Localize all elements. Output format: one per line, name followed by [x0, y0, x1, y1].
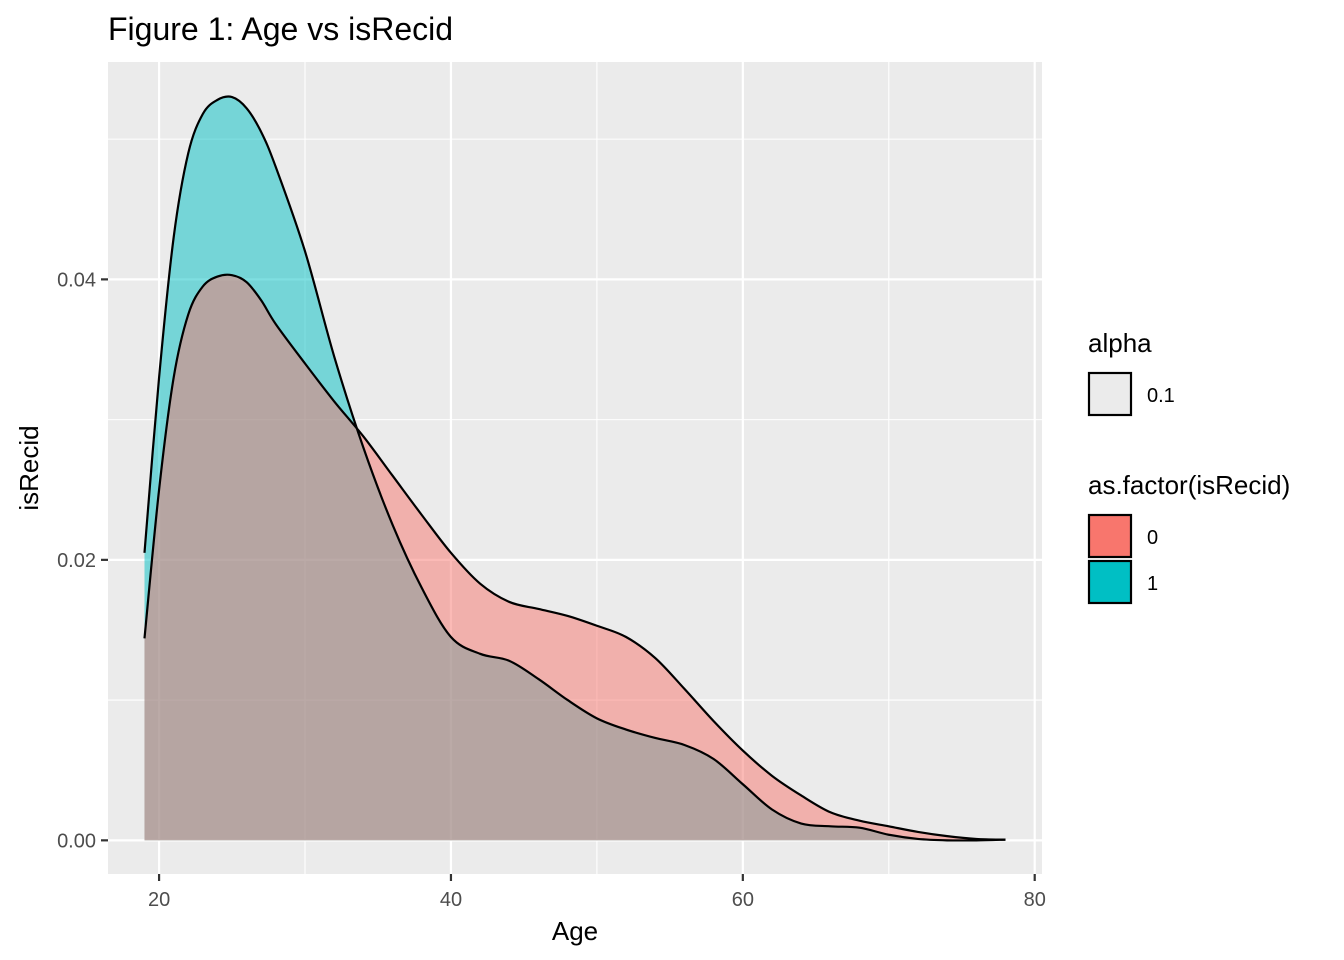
legend-key-0: [1087, 513, 1133, 559]
legend-key-1: [1087, 559, 1133, 605]
legend-label-0.1: 0.1: [1147, 385, 1175, 407]
legend-label-1: 1: [1147, 573, 1158, 595]
density-outline-1: [143, 95, 1006, 842]
x-tick-label: 40: [440, 889, 462, 911]
legend-title-1: as.factor(isRecid): [1088, 470, 1290, 500]
y-axis: 0.00 0.02 0.04: [57, 269, 108, 852]
y-axis-title: isRecid: [14, 425, 44, 510]
x-tick-label: 60: [732, 889, 754, 911]
legend-label-0: 0: [1147, 527, 1158, 549]
x-axis-title: Age: [552, 916, 598, 946]
chart-title: Figure 1: Age vs isRecid: [108, 11, 453, 47]
legend-title-0: alpha: [1088, 328, 1152, 358]
density-outline-0: [143, 273, 1006, 841]
legend: alpha 0.1 as.factor(isRecid) 0 1: [1087, 328, 1290, 605]
density-area-0: [144, 274, 1006, 841]
x-axis: 20 40 60 80: [148, 874, 1046, 911]
y-tick-label: 0.00: [57, 830, 96, 852]
y-tick-label: 0.04: [57, 269, 96, 291]
x-tick-label: 80: [1024, 889, 1046, 911]
y-tick-label: 0.02: [57, 550, 96, 572]
x-tick-label: 20: [148, 889, 170, 911]
density-areas: [143, 95, 1006, 842]
plot-panel: [108, 62, 1042, 874]
legend-key-0.1: [1087, 371, 1133, 417]
